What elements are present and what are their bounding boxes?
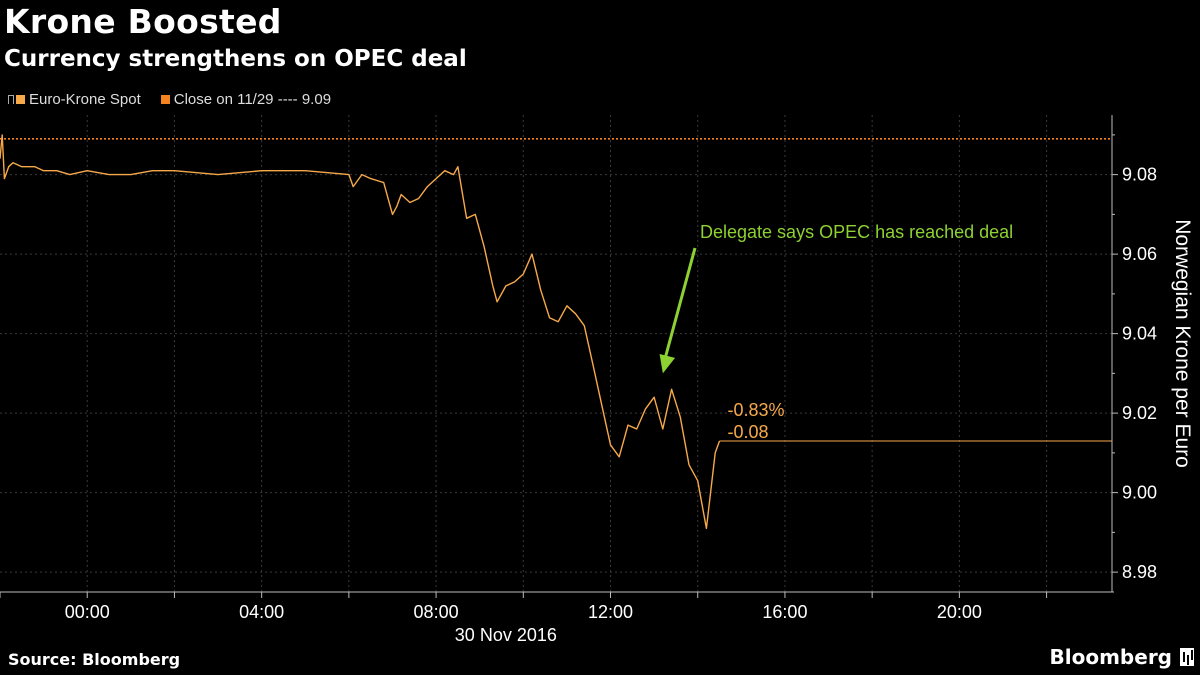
- y-tick-label: 9.06: [1122, 244, 1157, 264]
- page-subtitle: Currency strengthens on OPEC deal: [4, 46, 467, 72]
- opec-annotation-arrowhead: [659, 353, 676, 374]
- x-tick-label: 12:00: [588, 602, 633, 622]
- y-axis-title: Norwegian Krone per Euro: [1171, 219, 1194, 468]
- x-tick-label: 08:00: [414, 602, 459, 622]
- x-tick-label: 00:00: [65, 602, 110, 622]
- axes: 00:00 04:00 08:00 12:00 16:00 20:00 30 Nov 201…: [0, 115, 1194, 645]
- series-layer: [0, 134, 1112, 530]
- opec-annotation-text: Delegate says OPEC has reached deal: [700, 222, 1013, 242]
- grid: [0, 115, 1112, 592]
- x-tick-label: 04:00: [239, 602, 284, 622]
- chart-legend: Euro-Krone Spot Close on 11/29 ---- 9.09: [8, 91, 351, 108]
- x-tick-label: 20:00: [937, 602, 982, 622]
- legend-item-close: Close on 11/29 ---- 9.09: [160, 91, 332, 108]
- y-tick-label: 9.00: [1122, 483, 1157, 503]
- legend-item-spot: Euro-Krone Spot: [8, 91, 141, 108]
- x-axis-title: 30 Nov 2016: [455, 625, 557, 645]
- y-tick-label: 9.02: [1122, 403, 1157, 423]
- annotations: -0.83%-0.08 Delegate says OPEC has reache…: [659, 222, 1013, 442]
- pin-icon: [8, 95, 14, 104]
- change-percent-label: -0.83%: [728, 400, 785, 420]
- source-note: Source: Bloomberg: [8, 650, 181, 669]
- bloomberg-logo-icon: [1180, 648, 1194, 666]
- legend-label-spot: Euro-Krone Spot: [29, 91, 141, 108]
- legend-label-close: Close on 11/29 ---- 9.09: [173, 91, 332, 108]
- x-tick-label: 16:00: [762, 602, 807, 622]
- change-value-label: -0.08: [728, 422, 769, 442]
- y-tick-label: 8.98: [1122, 562, 1157, 582]
- y-tick-label: 9.04: [1122, 324, 1157, 344]
- y-tick-label: 9.08: [1122, 165, 1157, 185]
- brand: Bloomberg: [1050, 645, 1194, 669]
- page-title: Krone Boosted: [4, 2, 282, 41]
- legend-swatch-spot: [16, 95, 25, 104]
- series-line-euro-krone: [0, 134, 721, 530]
- opec-annotation-arrow: [663, 247, 697, 360]
- legend-swatch-close: [160, 95, 170, 104]
- brand-name: Bloomberg: [1049, 645, 1172, 669]
